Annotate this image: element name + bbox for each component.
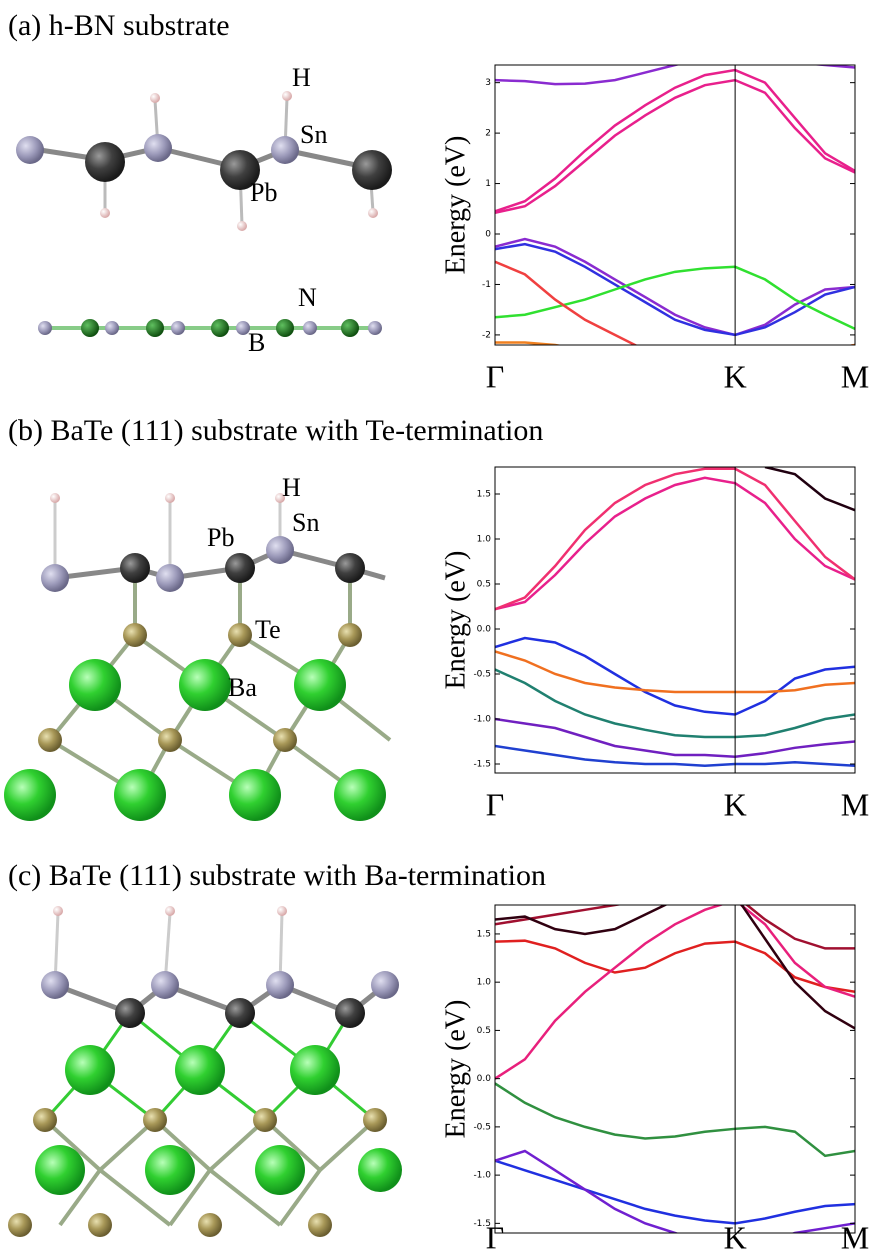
- plot-area: [495, 467, 855, 768]
- x-tick-label: K: [724, 1219, 747, 1255]
- band-line: [495, 744, 855, 768]
- atom-label: N: [298, 283, 317, 312]
- atom-label: Pb: [207, 523, 234, 552]
- band-line: [495, 905, 855, 1080]
- band-line: [495, 650, 855, 694]
- atom-label: Sn: [292, 508, 319, 537]
- band-line: [764, 467, 855, 512]
- band-line: [495, 265, 855, 330]
- y-tick-label: -0.5: [473, 1122, 491, 1132]
- y-tick-label: 1.5: [477, 929, 491, 939]
- band-line: [495, 717, 855, 759]
- band-line: [495, 1082, 855, 1158]
- plot-frame: [494, 904, 856, 1234]
- plot-area: [495, 65, 855, 345]
- y-tick-label: 0.0: [477, 1074, 492, 1084]
- band-line: [495, 636, 855, 716]
- panel-title: (b) BaTe (111) substrate with Te-termina…: [8, 414, 543, 447]
- x-tick-label: K: [724, 358, 747, 394]
- x-tick-label: K: [724, 786, 747, 822]
- y-tick-label: 1.0: [477, 978, 492, 988]
- x-tick-label: Γ: [486, 358, 505, 394]
- panel-title: (c) BaTe (111) substrate with Ba-termina…: [8, 859, 546, 892]
- y-tick-label: 1.0: [477, 535, 492, 545]
- band-line: [495, 65, 855, 86]
- y-tick-label: 0.0: [477, 625, 492, 635]
- band-line: [495, 237, 855, 337]
- y-tick-label: 1.5: [477, 490, 491, 500]
- x-tick-label: M: [841, 358, 869, 394]
- y-axis-label: Energy (eV): [440, 551, 471, 690]
- y-tick-label: 1: [485, 179, 491, 189]
- band-line: [495, 1149, 855, 1233]
- plot-frame: [494, 64, 856, 346]
- y-tick-label: 3: [485, 78, 491, 88]
- y-tick-label: 2: [485, 129, 491, 139]
- band-line: [495, 242, 855, 337]
- band-line: [495, 341, 855, 345]
- band-line: [495, 467, 855, 611]
- y-tick-label: 0.5: [477, 580, 491, 590]
- band-line: [495, 905, 855, 950]
- y-tick-label: -1.5: [473, 760, 491, 770]
- atom-label: Sn: [300, 120, 327, 149]
- band-line: [495, 78, 855, 215]
- x-tick-label: Γ: [486, 786, 505, 822]
- y-tick-label: 0.5: [477, 1026, 491, 1036]
- y-tick-label: -2: [482, 330, 491, 340]
- y-tick-label: -1.0: [473, 715, 491, 725]
- y-axis-label: Energy (eV): [440, 1000, 471, 1139]
- band-line: [495, 68, 855, 213]
- y-tick-label: -1.0: [473, 1171, 491, 1181]
- atom-label: H: [282, 473, 301, 502]
- atom-label: Ba: [228, 673, 257, 702]
- atom-label: B: [248, 328, 265, 357]
- y-tick-label: -1.5: [473, 1219, 491, 1229]
- atom-label: Te: [255, 615, 281, 644]
- plot-frame: [494, 466, 856, 774]
- band-line: [495, 476, 855, 611]
- y-axis-label: Energy (eV): [440, 136, 471, 275]
- band-line: [495, 905, 855, 1030]
- structure-c: [8, 906, 402, 1237]
- band-line: [495, 260, 855, 345]
- structure-a: [16, 91, 392, 337]
- band-line: [495, 939, 855, 994]
- atom-label: Pb: [250, 178, 277, 207]
- y-tick-label: -0.5: [473, 670, 491, 680]
- atom-label: H: [292, 63, 311, 92]
- y-tick-label: 0: [485, 230, 491, 240]
- plot-area: [495, 905, 855, 1233]
- x-tick-label: Γ: [486, 1219, 505, 1255]
- x-tick-label: M: [841, 786, 869, 822]
- band-line: [495, 1159, 855, 1225]
- band-line: [495, 668, 855, 739]
- panel-title: (a) h-BN substrate: [8, 9, 230, 42]
- y-tick-label: -1: [482, 280, 491, 290]
- structure-b: [4, 493, 392, 821]
